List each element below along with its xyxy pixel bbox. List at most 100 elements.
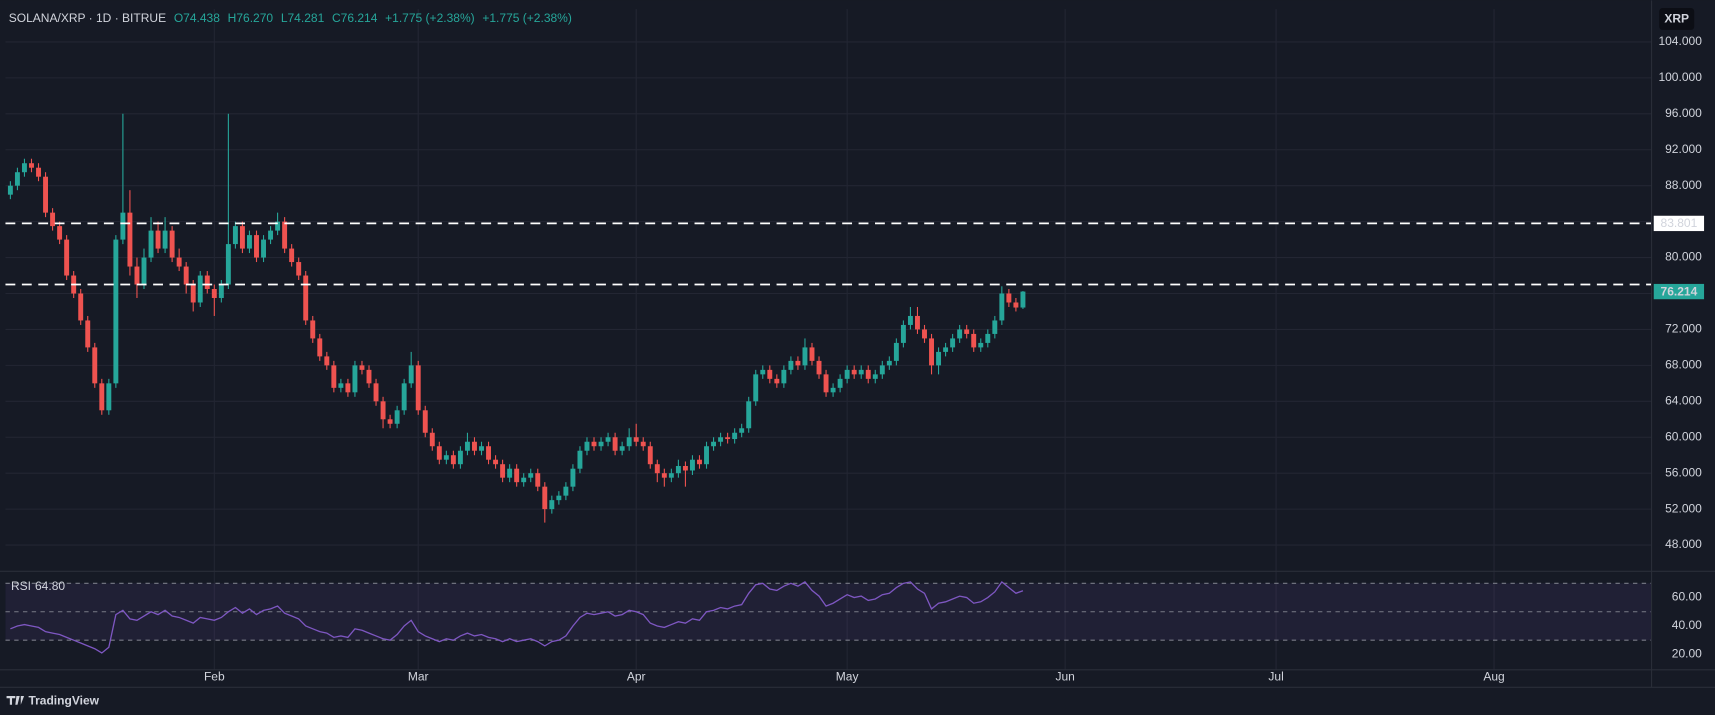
candle-body bbox=[373, 383, 379, 402]
candle-body bbox=[232, 226, 238, 245]
candle-body bbox=[619, 446, 625, 451]
candle-body bbox=[647, 446, 653, 465]
y-tick-label: 60.000 bbox=[1665, 429, 1702, 443]
y-tick-label: 72.000 bbox=[1665, 322, 1702, 336]
candle-body bbox=[816, 360, 822, 375]
candle-body bbox=[21, 163, 27, 173]
y-tick-label: 104.000 bbox=[1658, 34, 1702, 48]
candle-body bbox=[767, 369, 773, 379]
hline-label-box bbox=[1653, 215, 1705, 232]
candle-body bbox=[85, 320, 91, 348]
candle-body bbox=[464, 441, 470, 451]
candle-body bbox=[197, 275, 203, 303]
hline-label: 83.801 bbox=[1661, 216, 1698, 230]
candle-body bbox=[345, 383, 351, 393]
candle-body bbox=[507, 468, 513, 478]
candle-body bbox=[127, 212, 133, 267]
candle-body bbox=[1006, 293, 1012, 303]
candle-body bbox=[584, 441, 590, 451]
x-tick-label: Jun bbox=[1055, 670, 1074, 684]
last-price-label: 76.214 bbox=[1661, 284, 1698, 298]
candle-body bbox=[303, 275, 309, 321]
candle-body bbox=[472, 441, 477, 451]
candle-body bbox=[865, 369, 871, 379]
header: SOLANA/XRP · 1D · BITRUE O74.438 H76.270… bbox=[9, 11, 572, 25]
candle-body bbox=[915, 315, 920, 330]
candle-body bbox=[844, 369, 850, 379]
candle-body bbox=[429, 432, 435, 447]
candle-body bbox=[190, 284, 196, 303]
currency-button-label[interactable]: XRP bbox=[1664, 12, 1689, 26]
candle-body bbox=[106, 383, 112, 411]
candle-body bbox=[176, 257, 182, 267]
candle-body bbox=[380, 401, 386, 420]
candle-body bbox=[823, 374, 829, 393]
candle-body bbox=[907, 315, 913, 325]
rsi-name: RSI bbox=[11, 579, 31, 593]
candle-body bbox=[113, 239, 119, 384]
candle-body bbox=[971, 333, 977, 348]
candle-body bbox=[457, 450, 463, 465]
candle-body bbox=[704, 446, 709, 465]
candle-body bbox=[668, 473, 674, 478]
rsi-last-value: 64.80 bbox=[35, 579, 65, 593]
candle-body bbox=[92, 347, 98, 384]
candle-body bbox=[689, 459, 695, 471]
candle-body bbox=[521, 477, 527, 483]
candle-body bbox=[387, 419, 393, 424]
candle-body bbox=[479, 446, 484, 451]
candle-body bbox=[872, 374, 878, 379]
candle-body bbox=[401, 383, 407, 411]
candle-body bbox=[450, 455, 456, 465]
ohlc-low: L74.281 bbox=[281, 11, 325, 25]
candle-body bbox=[788, 360, 794, 370]
candle-body bbox=[7, 185, 13, 195]
candle-body bbox=[964, 329, 970, 334]
last-price-box bbox=[1653, 283, 1705, 300]
currency-button[interactable] bbox=[1659, 8, 1695, 30]
x-tick-label: Jul bbox=[1268, 670, 1283, 684]
y-tick-label: 80.000 bbox=[1665, 250, 1702, 264]
candle-body bbox=[29, 163, 34, 168]
candle-body bbox=[879, 365, 885, 375]
candle-body bbox=[802, 347, 808, 366]
candle-body bbox=[261, 239, 266, 258]
candle-body bbox=[1013, 302, 1019, 308]
y-tick-label: 92.000 bbox=[1665, 142, 1702, 156]
candle-body bbox=[549, 500, 555, 510]
candle-body bbox=[985, 333, 991, 343]
candle-body bbox=[14, 172, 20, 186]
candle-body bbox=[415, 365, 421, 411]
x-tick-label: Mar bbox=[408, 670, 429, 684]
candle-body bbox=[556, 495, 562, 501]
candle-body bbox=[943, 347, 949, 352]
x-tick-label: Aug bbox=[1483, 670, 1504, 684]
candle-body bbox=[317, 338, 323, 357]
candle-body bbox=[247, 235, 252, 249]
candle-body bbox=[992, 320, 998, 334]
candle-body bbox=[282, 221, 288, 249]
rsi-line bbox=[10, 580, 1024, 654]
candle-body bbox=[936, 351, 942, 366]
candle-body bbox=[809, 347, 815, 361]
candle-body bbox=[640, 441, 646, 447]
candle-body bbox=[275, 221, 281, 231]
candle-body bbox=[732, 432, 738, 440]
plot bbox=[5, 113, 1652, 654]
candle-body bbox=[225, 244, 231, 285]
candle-body bbox=[858, 369, 864, 375]
candle-body bbox=[725, 437, 731, 440]
candle-body bbox=[746, 401, 752, 429]
candle-body bbox=[486, 446, 491, 460]
y-tick-label: 52.000 bbox=[1665, 501, 1702, 515]
candle-body bbox=[612, 437, 618, 451]
symbol-title: SOLANA/XRP · 1D · BITRUE bbox=[9, 11, 166, 25]
candle-body bbox=[148, 230, 154, 258]
candle-body bbox=[591, 441, 597, 447]
ohlc-close: C76.214 bbox=[332, 11, 378, 25]
candle-body bbox=[50, 212, 56, 227]
candle-body bbox=[324, 356, 330, 366]
candle-body bbox=[218, 284, 224, 298]
x-tick-label: Apr bbox=[627, 670, 646, 684]
